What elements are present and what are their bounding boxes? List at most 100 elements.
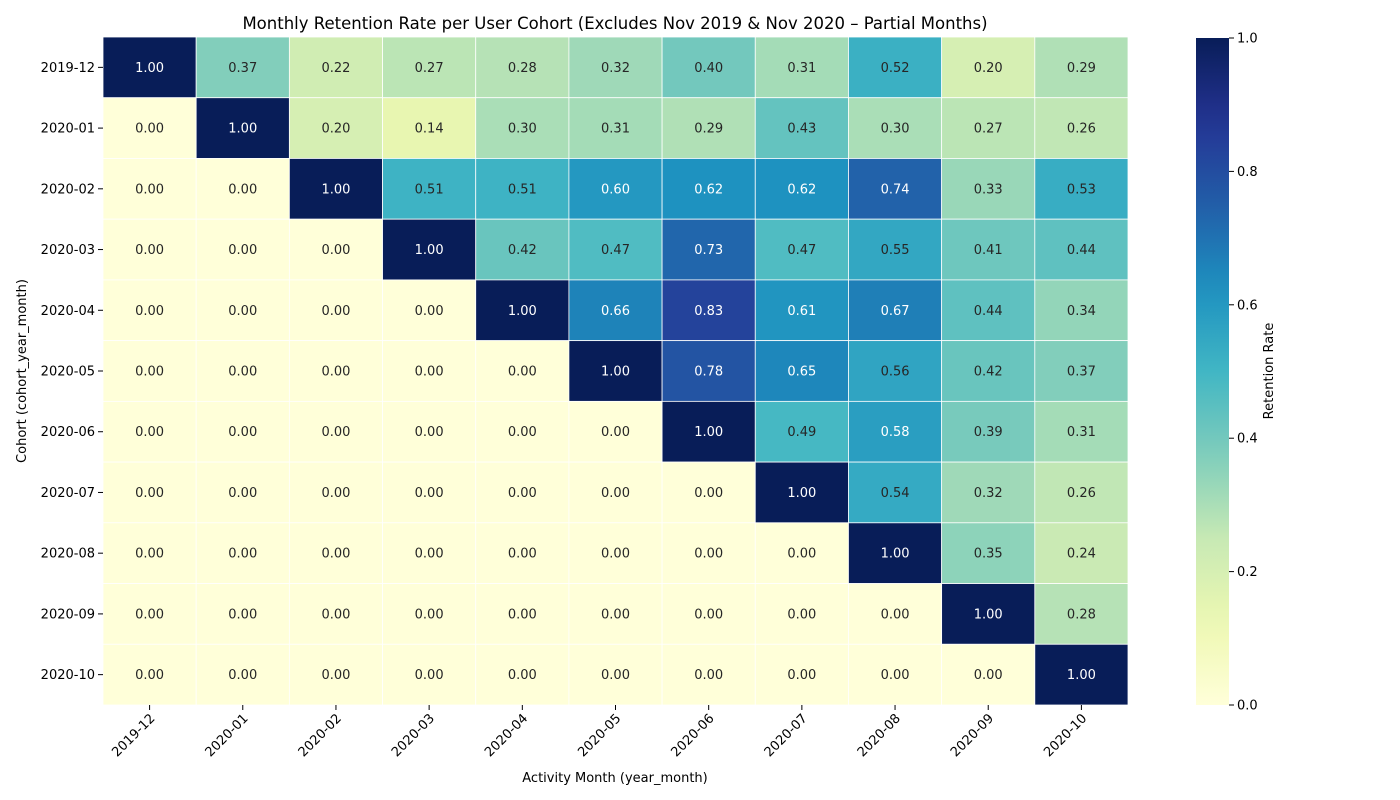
heatmap-cell [568,218,663,281]
heatmap-cell [195,461,290,524]
heatmap-cell [754,522,849,584]
cell-value-label: 0.00 [787,607,816,622]
cell-value-label: 0.00 [321,486,350,501]
cell-value-label: 0.30 [881,122,910,137]
cell-value-label: 0.00 [601,486,630,501]
cell-value-label: 0.00 [881,668,910,683]
heatmap-cell [568,279,663,342]
cell-value-label: 0.58 [881,425,910,440]
heatmap-cell [754,583,849,645]
y-tick-label: 2020-04 [41,304,95,319]
cell-value-label: 0.00 [321,668,350,683]
cell-value-label: 0.00 [228,365,257,380]
cell-value-label: 0.78 [694,365,723,380]
cell-value-label: 0.00 [508,547,537,562]
cell-value-label: 0.00 [321,365,350,380]
cell-value-label: 0.37 [228,61,257,76]
y-tick-label: 2020-09 [41,607,95,622]
cell-value-label: 0.31 [1067,425,1096,440]
heatmap-cell [475,643,570,706]
cell-value-label: 0.00 [321,547,350,562]
heatmap-cell [568,36,663,99]
colorbar-tick-label: 0.0 [1237,699,1258,714]
cell-value-label: 0.00 [135,182,164,197]
heatmap-cell [288,218,383,281]
x-axis-label: Activity Month (year_month) [522,771,707,786]
cell-value-label: 0.74 [881,182,910,197]
heatmap-cell [568,461,663,524]
y-tick-label: 2020-07 [41,486,95,501]
cell-value-label: 0.00 [135,304,164,319]
cell-value-label: 0.56 [881,365,910,380]
heatmap-cell [195,340,290,402]
cell-value-label: 0.00 [508,668,537,683]
cell-value-label: 0.00 [415,607,444,622]
cell-value-label: 0.00 [415,304,444,319]
cell-value-label: 0.66 [601,304,630,319]
heatmap-cell [102,583,197,645]
heatmap-cell [1034,97,1129,159]
heatmap-cell [382,97,477,159]
cell-value-label: 0.00 [228,243,257,258]
cell-value-label: 0.83 [694,304,723,319]
cell-value-label: 0.00 [321,425,350,440]
cell-value-label: 0.14 [415,122,444,137]
cell-value-label: 0.33 [974,182,1003,197]
heatmap-cell [848,583,943,645]
cell-value-label: 1.00 [508,304,537,319]
y-tick-label: 2020-06 [41,425,95,440]
cell-value-label: 0.00 [601,607,630,622]
heatmap-cell [382,36,477,99]
heatmap-cell [288,279,383,342]
cell-value-label: 0.29 [1067,61,1096,76]
colorbar-tick-label: 0.2 [1237,565,1258,580]
heatmap-cell [475,36,570,99]
cell-value-label: 0.47 [787,243,816,258]
x-tick-label: 2020-02 [296,711,345,760]
heatmap-cell [941,643,1036,706]
heatmap-cell [102,340,197,402]
heatmap-cell [475,218,570,281]
colorbar-tick-label: 0.4 [1237,432,1258,447]
x-tick-label: 2020-07 [762,711,811,760]
cell-value-label: 0.00 [321,243,350,258]
heatmap-cell [195,218,290,281]
heatmap-cell [1034,158,1129,220]
cell-value-label: 0.00 [321,607,350,622]
cell-value-label: 0.00 [787,547,816,562]
heatmap-cells: 1.00 0.37 0.22 0.27 0.28 0.32 0.40 0.31 0.52 0.20… [102,36,1129,706]
y-tick-label: 2020-05 [41,365,95,380]
heatmap-cell [661,279,756,342]
cell-value-label: 0.00 [508,486,537,501]
cell-value-label: 0.31 [601,122,630,137]
x-axis-ticks: 2019-12 2020-01 2020-02 2020-03 2020-04 2020-… [109,705,1090,760]
heatmap-cell [848,279,943,342]
cell-value-label: 1.00 [135,61,164,76]
heatmap-cell [475,279,570,342]
heatmap-cell [195,400,290,463]
heatmap-cell [102,522,197,584]
cell-value-label: 0.00 [508,365,537,380]
x-tick-label: 2020-03 [389,711,438,760]
heatmap-cell [848,97,943,159]
heatmap-cell [848,400,943,463]
x-tick-label: 2020-06 [668,711,717,760]
heatmap-cell [941,461,1036,524]
cell-value-label: 0.00 [694,607,723,622]
cell-value-label: 0.00 [228,547,257,562]
cell-value-label: 0.20 [974,61,1003,76]
heatmap-cell [288,643,383,706]
heatmap-cell [661,97,756,159]
heatmap-cell [754,461,849,524]
cell-value-label: 0.00 [228,304,257,319]
cell-value-label: 0.42 [974,365,1003,380]
cell-value-label: 0.00 [415,668,444,683]
cell-value-label: 0.00 [415,486,444,501]
cell-value-label: 0.00 [601,425,630,440]
heatmap-cell [475,158,570,220]
x-tick-label: 2020-04 [482,711,531,760]
heatmap-cell [382,400,477,463]
x-tick-label: 2019-12 [109,711,158,760]
heatmap-cell [102,158,197,220]
cell-value-label: 0.00 [228,486,257,501]
